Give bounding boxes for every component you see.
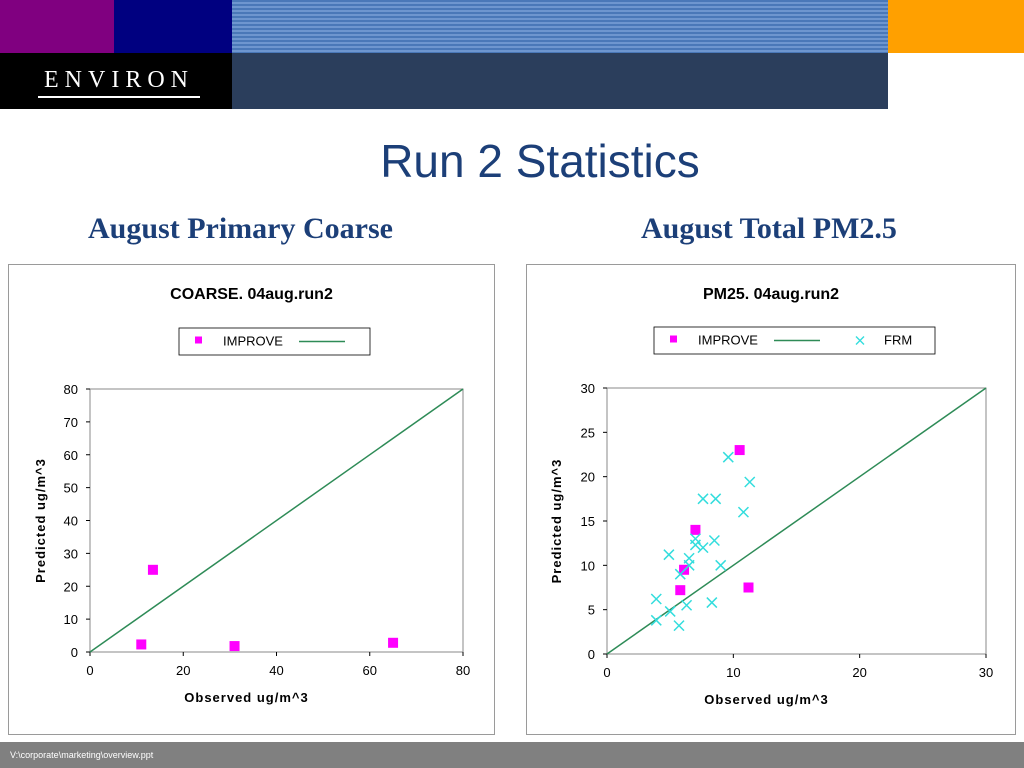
subtitle-coarse: August Primary Coarse [88,212,393,245]
header-orange-block [888,0,1024,53]
y-tick-label: 30 [581,381,595,396]
chart-title: COARSE. 04aug.run2 [170,286,333,303]
y-tick-label: 10 [581,558,595,573]
x-tick-label: 10 [726,665,740,680]
point-frm [708,534,720,547]
chart-svg: COARSE. 04aug.run2 IMPROVE 0 20 40 60 80 0 10 20 3… [33,286,470,705]
y-tick-label: 0 [71,645,78,660]
legend-label-frm: FRM [884,333,912,348]
x-axis-label: Observed ug/m^3 [704,692,828,707]
legend-label-improve: IMPROVE [223,334,283,349]
y-tick-label: 5 [588,603,595,618]
point-frm [737,506,749,518]
y-tick-label: 10 [64,612,78,627]
x-tick-label: 20 [852,665,866,680]
point-frm [674,568,686,580]
header-dark-band [232,53,888,109]
point-frm [650,614,662,626]
pm25-scatter-chart: PM25. 04aug.run2 IMPROVE FRM 0 10 20 30 0 5 10 15 2… [526,264,1016,735]
y-tick-label: 30 [64,546,78,561]
point-frm [715,559,727,571]
point-improve [675,585,686,596]
point-frm [650,593,662,605]
header-logo-area [0,53,232,109]
one-to-one-line [89,388,464,653]
y-tick-label: 20 [581,470,595,485]
point-frm [706,597,718,609]
point-improve [388,637,399,648]
point-frm [689,533,701,545]
y-tick-label: 15 [581,514,595,529]
x-tick-label: 60 [363,663,377,678]
y-tick-label: 0 [588,647,595,662]
point-frm [722,451,734,463]
point-frm [683,552,695,564]
point-improve [743,582,754,593]
point-improve [229,641,240,652]
point-improve [690,524,701,535]
point-frm [663,549,675,561]
header-purple-block [0,0,114,53]
y-tick-label: 80 [64,382,78,397]
x-tick-label: 0 [86,663,93,678]
subtitle-pm25: August Total PM2.5 [641,212,897,245]
point-frm [710,493,722,505]
footer-file-path: V:\corporate\marketing\overview.ppt [10,750,154,760]
point-improve [147,564,158,575]
chart-svg: PM25. 04aug.run2 IMPROVE FRM 0 10 20 30 0 5 10 15 2… [549,286,993,707]
y-tick-label: 25 [581,425,595,440]
x-tick-label: 80 [456,663,470,678]
y-tick-label: 70 [64,415,78,430]
legend-marker-frm [855,336,865,345]
y-tick-label: 40 [64,514,78,529]
y-tick-label: 60 [64,448,78,463]
x-axis-label: Observed ug/m^3 [184,690,308,705]
legend-label-improve: IMPROVE [698,333,758,348]
header-navy-block [114,0,232,53]
x-tick-label: 20 [176,663,190,678]
point-frm [697,542,709,554]
point-frm [744,476,756,488]
y-axis-label: Predicted ug/m^3 [549,459,564,584]
y-tick-label: 20 [64,579,78,594]
coarse-scatter-chart: COARSE. 04aug.run2 IMPROVE 0 20 40 60 80 0 10 20 3… [8,264,495,735]
page-title: Run 2 Statistics [380,135,700,187]
x-tick-label: 0 [603,665,610,680]
point-improve [734,445,745,456]
x-tick-label: 40 [269,663,283,678]
point-frm [673,620,685,632]
point-improve [136,639,147,650]
environ-logo: ENVIRON [38,64,200,98]
legend-marker-improve [670,335,677,343]
point-frm [681,599,693,611]
one-to-one-line [606,387,987,655]
footer-bar: V:\corporate\marketing\overview.ppt [0,742,1024,768]
chart-title: PM25. 04aug.run2 [703,286,839,303]
point-frm [664,605,676,617]
x-tick-label: 30 [979,665,993,680]
legend-marker-improve [195,336,202,344]
header-stripe-band [232,0,888,53]
y-axis-label: Predicted ug/m^3 [33,458,48,583]
point-frm [697,493,709,505]
y-tick-label: 50 [64,481,78,496]
